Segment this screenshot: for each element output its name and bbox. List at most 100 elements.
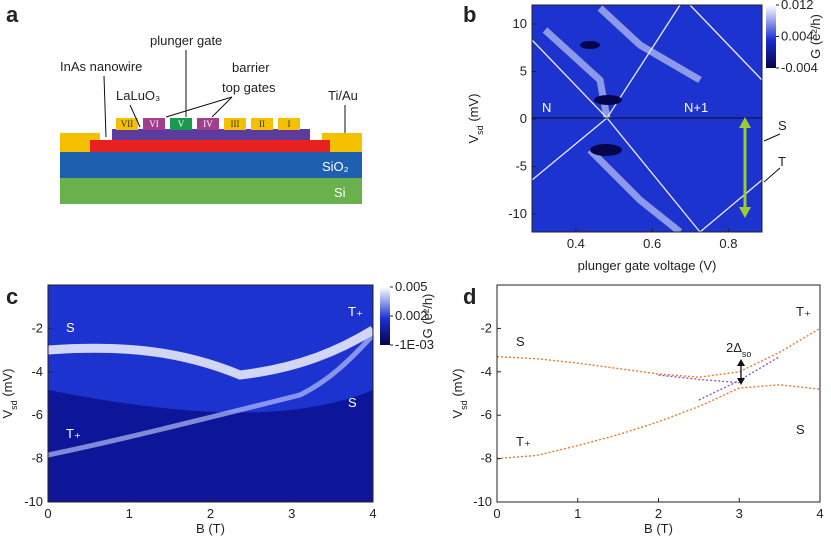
pointers [103,50,346,138]
label: barrier [232,60,270,75]
label: Vsd (mV) [450,369,469,419]
y-tick-label: -6 [480,407,492,422]
curve [496,384,821,460]
gate [278,118,300,130]
gate [143,118,165,130]
x-tick-label: 0.4 [567,236,585,251]
label: T₊ [796,304,811,319]
label: Ti/Au [328,88,358,103]
gate [116,118,138,130]
colorbar-label: G (e²/h) [808,14,823,59]
gate [170,118,192,130]
label: S [348,395,357,410]
label: N+1 [684,100,708,115]
colorbar-tick-label: -1E-03 [395,337,434,352]
label-main: 2Δ [726,340,742,355]
y-tick-label: -2 [480,320,492,335]
label: T [778,154,786,169]
x-tick-label: 2 [655,506,662,521]
gate [197,118,219,130]
x-tick-label: 0.6 [643,236,661,251]
colorbar-tick-label: 0.002 [395,308,428,323]
label-unit: (mV) [0,369,15,401]
y-tick-label: -10 [508,206,527,221]
label-sub: so [742,349,752,359]
oxide [112,129,310,140]
gate-label: III [231,119,240,129]
label-main: V [466,134,481,143]
label: S [66,320,75,335]
y-tick-label: 5 [520,63,527,78]
x-tick-label: 4 [816,506,823,521]
gate-label: I [288,119,291,129]
label: InAs nanowire [60,59,142,74]
colorbar-tick-label: -0.004 [781,60,818,75]
x-tick-label: 0 [493,506,500,521]
device-diagram: a VII VI V IV III II I plunger gate InAs nanow… [6,2,362,204]
curve [496,327,821,378]
label: N [542,100,551,115]
y-tick-label: -4 [31,364,43,379]
x-tick-label: 3 [288,506,295,521]
x-tick-label: 1 [126,506,133,521]
label: plunger gate [150,33,222,48]
label-unit: (mV) [466,94,481,126]
gate-label: VI [149,119,159,129]
gate-label: II [259,119,265,129]
label-sub: sd [459,400,469,410]
x-tick-label: 3 [736,506,743,521]
nanowire [90,140,330,152]
x-tick-label: 0 [44,506,51,521]
y-tick-label: -10 [473,494,492,509]
label: Vsd (mV) [466,94,485,144]
y-tick-label: -5 [515,158,527,173]
colorbar [380,287,390,345]
arrow-head [737,378,745,385]
x-axis-label: B (T) [644,521,673,536]
label: 2Δso [726,340,751,359]
label-unit: (mV) [450,369,465,401]
gate-label: V [178,119,185,129]
contact [322,133,362,152]
label-sub: sd [475,125,485,135]
y-tick-label: -8 [480,451,492,466]
y-tick-label: -4 [480,364,492,379]
colorbar-tick-label: 0.012 [781,0,814,12]
label-main: V [0,409,15,418]
panel-label: c [6,284,18,309]
label: top gates [222,80,276,95]
gate [224,118,246,130]
label: LaLuO₃ [116,88,160,103]
sio2-layer [60,152,362,178]
label-sub: sd [9,400,19,410]
label: S [516,334,525,349]
chart: c 0.005 0.002 -1E-03G (e²/h) 0 1 2 3 4 -10 -8 -6 -4 -… [0,279,435,536]
y-tick-label: -2 [31,320,43,335]
curve [658,374,740,384]
y-tick-label: -8 [31,451,43,466]
chart: d 0 1 2 3 4 -10 -8 -6 -4 -2 B (T) Vsd (mV) S T₊ 2Δso T₊ S [450,284,824,536]
x-axis-label: plunger gate voltage (V) [578,258,717,273]
panel-label: a [6,2,19,27]
gate-label: IV [203,119,213,129]
x-tick-label: 2 [207,506,214,521]
label: S [796,422,805,437]
colorbar-label: G (e²/h) [420,294,435,339]
label: T₊ [348,304,363,319]
y-tick-label: 0 [520,111,527,126]
x-tick-label: 4 [369,506,376,521]
x-tick-label: 1 [574,506,581,521]
label: Si [334,185,346,200]
y-tick-label: 10 [513,16,527,31]
y-tick-label: -6 [31,407,43,422]
colorbar [766,5,776,68]
heatmap-b [531,4,781,235]
label: T₊ [516,434,531,449]
plot-frame [496,284,821,503]
label: S [778,118,787,133]
panel-label: d [463,284,476,309]
y-tick-label: -10 [24,494,43,509]
label: T₊ [66,426,81,441]
label-main: V [450,409,465,418]
